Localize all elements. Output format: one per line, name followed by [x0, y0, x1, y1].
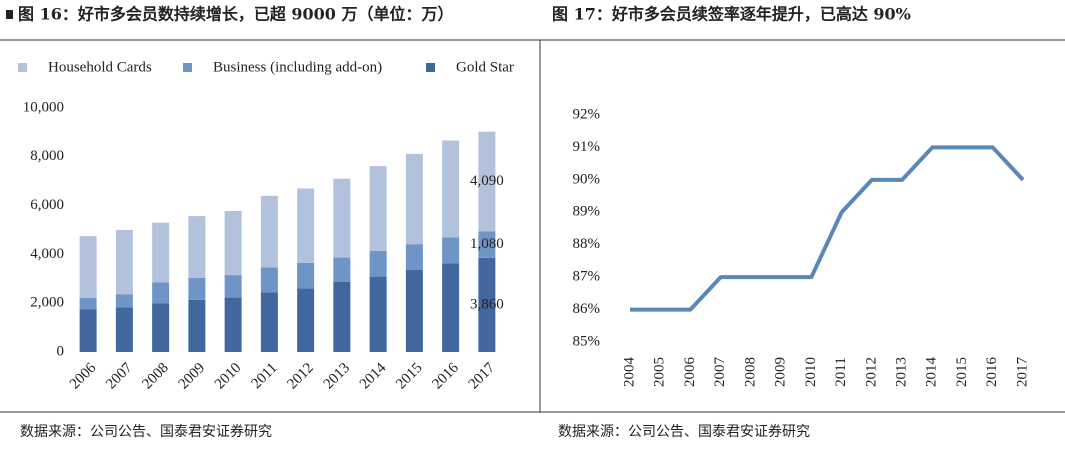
- bar-segment: [115, 294, 133, 308]
- bar-segment: [152, 282, 170, 304]
- bar-segment: [297, 262, 315, 289]
- bar-segment: [333, 257, 351, 282]
- bar-segment: [224, 210, 242, 276]
- bar-segment: [297, 188, 315, 263]
- y-tick-label: 86%: [573, 301, 601, 317]
- y-tick-label: 88%: [573, 236, 601, 252]
- bar-segment: [152, 222, 170, 283]
- y-tick-label: 90%: [573, 171, 601, 187]
- source-note: 数据来源：公司公告、国泰君安证券研究: [20, 424, 272, 440]
- y-tick-label: 89%: [573, 204, 601, 220]
- y-tick-label: 92%: [573, 106, 601, 122]
- y-tick-label: 6,000: [30, 197, 64, 213]
- x-tick-label: 2012: [863, 357, 879, 387]
- bar-segment: [478, 257, 496, 352]
- legend-swatch: [183, 63, 192, 72]
- value-label: 1,080: [470, 236, 504, 252]
- x-tick-label: 2013: [321, 360, 354, 393]
- x-tick-label: 2006: [682, 357, 698, 388]
- x-tick-label: 2007: [712, 357, 728, 388]
- x-tick-label: 2013: [894, 357, 910, 387]
- figure-title: 图 17：好市多会员续签率逐年提升，已高达 90%: [552, 5, 911, 24]
- value-label: 3,860: [470, 296, 504, 312]
- bar-segment: [260, 292, 278, 352]
- line: [630, 145, 1025, 312]
- x-tick-label: 2012: [284, 360, 317, 393]
- legend-label: Business (including add-on): [213, 59, 382, 75]
- y-tick-label: 87%: [573, 269, 601, 285]
- bar-segment: [297, 288, 315, 352]
- bar-segment: [260, 267, 278, 293]
- x-tick-label: 2014: [924, 357, 940, 388]
- bullet: [6, 10, 13, 19]
- x-tick-label: 2007: [103, 360, 136, 393]
- y-tick-label: 8,000: [30, 148, 64, 164]
- x-tick-label: 2014: [357, 360, 390, 393]
- y-tick-label: 2,000: [30, 295, 64, 311]
- legend-swatch: [426, 63, 435, 72]
- x-tick-label: 2009: [176, 360, 209, 393]
- figure-title: 图 16：好市多会员数持续增长，已超 9000 万（单位：万）: [18, 5, 454, 24]
- value-label: 4,090: [470, 173, 504, 189]
- bar-segment: [79, 236, 97, 298]
- bar-segment: [478, 231, 496, 258]
- bar-segment: [188, 299, 206, 352]
- x-tick-label: 2011: [248, 360, 280, 392]
- x-tick-label: 2006: [67, 360, 100, 393]
- bar-segment: [478, 131, 496, 232]
- bar-segment: [188, 216, 206, 278]
- bar-segment: [369, 250, 387, 277]
- bar-segment: [405, 244, 423, 271]
- y-tick-label: 10,000: [23, 99, 64, 115]
- y-tick-label: 0: [57, 343, 65, 359]
- y-tick-label: 85%: [573, 333, 601, 349]
- y-tick-label: 91%: [573, 139, 601, 155]
- bar-segment: [224, 297, 242, 352]
- legend-label: Gold Star: [456, 59, 514, 75]
- bar-segment: [260, 195, 278, 268]
- x-tick-label: 2011: [833, 357, 849, 386]
- x-tick-label: 2009: [773, 357, 789, 387]
- bar-segment: [369, 166, 387, 251]
- x-tick-label: 2017: [466, 360, 499, 393]
- bar-segment: [333, 178, 351, 258]
- bar-segment: [79, 297, 97, 310]
- bar-segment: [79, 309, 97, 352]
- x-tick-label: 2010: [212, 360, 245, 393]
- bar-segment: [115, 230, 133, 295]
- x-tick-label: 2008: [742, 357, 758, 387]
- bar-segment: [152, 303, 170, 352]
- x-tick-label: 2010: [803, 357, 819, 387]
- source-note: 数据来源：公司公告、国泰君安证券研究: [558, 424, 810, 440]
- bar-segment: [115, 307, 133, 352]
- legend-swatch: [18, 63, 27, 72]
- x-tick-label: 2004: [621, 357, 637, 388]
- bar-segment: [224, 275, 242, 298]
- bar-segment: [188, 277, 206, 300]
- x-tick-label: 2015: [954, 357, 970, 387]
- x-tick-label: 2016: [984, 357, 1000, 388]
- bar-segment: [405, 153, 423, 245]
- bar-segment: [369, 276, 387, 352]
- x-tick-label: 2016: [429, 360, 462, 393]
- x-tick-label: 2005: [652, 357, 668, 387]
- legend-label: Household Cards: [48, 59, 152, 75]
- bar-segment: [442, 263, 460, 352]
- x-tick-label: 2017: [1014, 357, 1030, 388]
- x-tick-label: 2008: [139, 360, 172, 393]
- bar-segment: [442, 237, 460, 264]
- bar-segment: [405, 270, 423, 352]
- y-tick-label: 4,000: [30, 246, 64, 262]
- x-tick-label: 2015: [393, 360, 426, 393]
- bar-segment: [442, 140, 460, 238]
- bar-segment: [333, 281, 351, 352]
